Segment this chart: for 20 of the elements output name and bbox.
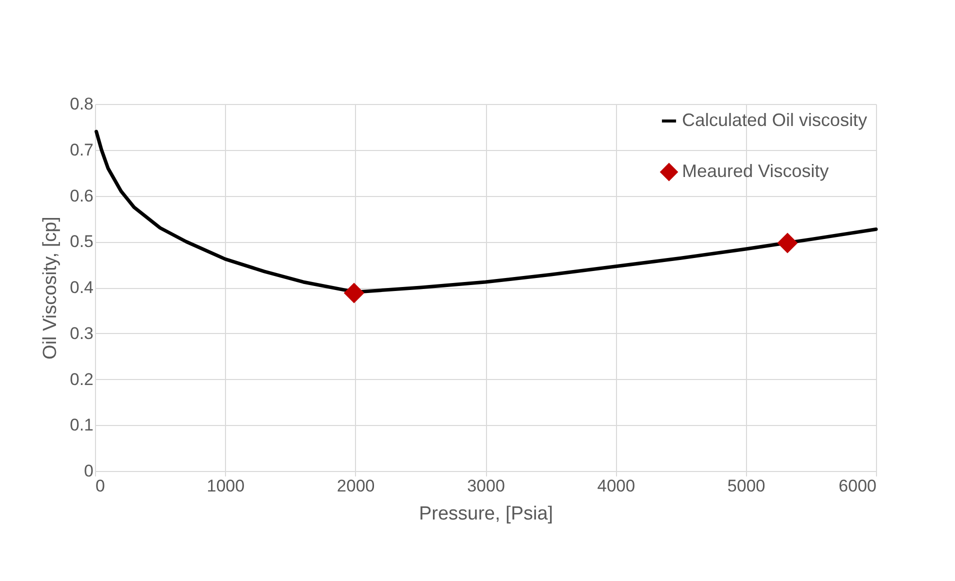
- x-tick-label: 5000: [727, 476, 766, 496]
- y-tick-label: 0.1: [70, 416, 94, 435]
- legend-label: Calculated Oil viscosity: [682, 110, 868, 130]
- x-tick-label: 4000: [597, 476, 636, 496]
- x-tick-label: 3000: [467, 476, 505, 496]
- y-tick-label: 0.6: [70, 186, 94, 206]
- x-tick-label: 1000: [206, 476, 245, 496]
- y-tick-label: 0.5: [70, 232, 94, 252]
- y-tick-label: 0.2: [70, 370, 94, 389]
- x-axis-title: Pressure, [Psia]: [418, 504, 554, 524]
- y-tick-label: 0: [84, 462, 94, 480]
- x-tick-label: 6000: [838, 476, 876, 496]
- legend-label: Meaured Viscosity: [682, 161, 829, 181]
- x-tick-label: 0: [96, 476, 105, 496]
- y-axis-title: Oil Viscosity, [cp]: [40, 216, 61, 360]
- y-tick-label: 0.8: [70, 94, 94, 114]
- y-tick-label: 0.4: [70, 278, 94, 297]
- x-tick-label: 2000: [336, 476, 375, 496]
- y-tick-label: 0.7: [70, 140, 94, 160]
- y-tick-label: 0.3: [70, 324, 94, 343]
